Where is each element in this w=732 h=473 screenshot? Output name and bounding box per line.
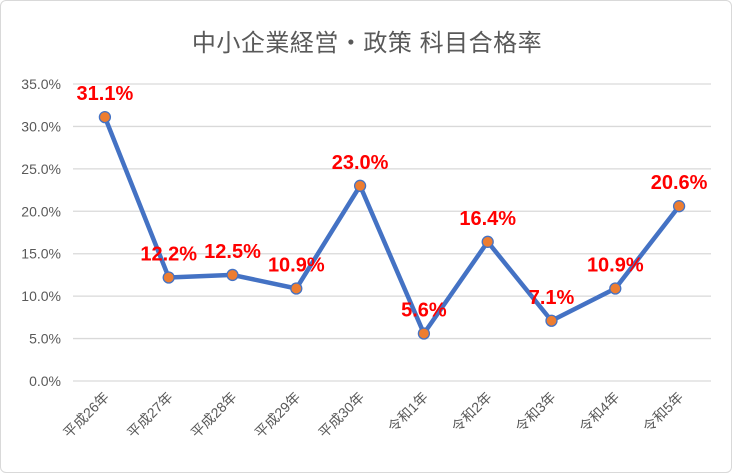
y-axis-tick-label: 5.0% [29, 331, 61, 347]
y-axis-tick-label: 35.0% [21, 76, 61, 92]
y-axis-tick-label: 25.0% [21, 161, 61, 177]
x-axis-tick-label: 令和4年 [576, 389, 623, 436]
data-point-marker [481, 235, 494, 248]
x-axis-tick-label: 平成30年 [315, 389, 367, 441]
data-point-label: 10.9% [587, 255, 644, 277]
x-axis-tick-label: 令和3年 [512, 389, 559, 436]
data-point-marker [609, 282, 622, 295]
data-point-label: 10.9% [268, 255, 325, 277]
x-axis-tick-label: 平成27年 [124, 389, 176, 441]
data-point-marker [545, 314, 558, 327]
data-point-marker [162, 271, 175, 284]
data-point-marker [98, 110, 112, 124]
data-point-label: 5.6% [401, 299, 447, 321]
x-axis-tick-label: 平成28年 [188, 389, 240, 441]
data-point-label: 12.2% [140, 243, 197, 265]
x-axis-tick-label: 令和2年 [448, 389, 495, 436]
y-axis-tick-label: 30.0% [21, 118, 61, 134]
data-point-label: 31.1% [77, 83, 134, 105]
data-point-label: 7.1% [529, 287, 575, 309]
x-axis-tick-label: 平成29年 [251, 389, 303, 441]
y-axis-tick-label: 15.0% [21, 246, 61, 262]
data-point-label: 16.4% [459, 208, 516, 230]
chart-title: 中小企業経営・政策 科目合格率 [191, 30, 543, 57]
series-line [102, 114, 682, 336]
data-point-label: 12.5% [204, 241, 261, 263]
y-axis-tick-label: 20.0% [21, 203, 61, 219]
data-point-marker [353, 179, 367, 192]
x-axis-tick-label: 平成26年 [60, 389, 112, 441]
y-axis-tick-label: 0.0% [29, 373, 61, 389]
data-point-marker [290, 282, 303, 295]
data-point-marker [672, 200, 686, 213]
y-axis-tick-label: 10.0% [21, 288, 61, 304]
data-point-marker [417, 327, 431, 340]
data-point-label: 20.6% [651, 172, 708, 194]
data-point-marker [226, 268, 239, 282]
x-axis-tick-label: 令和1年 [384, 389, 431, 436]
x-axis-tick-label: 令和5年 [640, 389, 687, 436]
data-point-label: 23.0% [332, 152, 389, 174]
